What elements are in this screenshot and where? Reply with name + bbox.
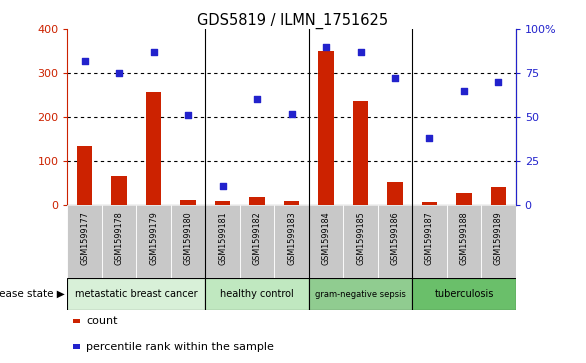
Text: GDS5819 / ILMN_1751625: GDS5819 / ILMN_1751625 <box>197 13 389 29</box>
Bar <box>456 193 472 205</box>
Bar <box>73 319 80 323</box>
Bar <box>309 205 343 278</box>
Bar <box>215 201 230 205</box>
Bar <box>171 205 205 278</box>
Text: GSM1599189: GSM1599189 <box>494 211 503 265</box>
Text: GSM1599178: GSM1599178 <box>115 211 124 265</box>
Bar <box>481 205 516 278</box>
Text: disease state ▶: disease state ▶ <box>0 289 64 299</box>
Bar <box>73 344 80 349</box>
Text: GSM1599187: GSM1599187 <box>425 211 434 265</box>
Point <box>80 58 89 64</box>
Text: healthy control: healthy control <box>220 289 294 299</box>
Bar <box>353 101 368 205</box>
Bar <box>146 91 161 205</box>
Bar <box>205 278 309 310</box>
Bar <box>240 205 274 278</box>
Bar <box>205 205 240 278</box>
Bar <box>412 205 447 278</box>
Point <box>356 49 365 55</box>
Bar <box>387 182 403 205</box>
Text: GSM1599181: GSM1599181 <box>218 211 227 265</box>
Text: GSM1599188: GSM1599188 <box>459 211 468 265</box>
Point <box>149 49 158 55</box>
Point <box>425 135 434 141</box>
Bar <box>318 51 334 205</box>
Bar <box>309 278 412 310</box>
Point <box>218 183 227 189</box>
Text: GSM1599185: GSM1599185 <box>356 211 365 265</box>
Text: GSM1599180: GSM1599180 <box>183 211 193 265</box>
Point <box>114 70 124 76</box>
Point <box>459 88 469 94</box>
Bar <box>343 205 378 278</box>
Bar <box>249 197 265 205</box>
Bar <box>284 201 299 205</box>
Point <box>494 79 503 85</box>
Point <box>390 76 400 81</box>
Bar <box>67 205 102 278</box>
Text: metastatic breast cancer: metastatic breast cancer <box>75 289 197 299</box>
Bar <box>422 201 437 205</box>
Point <box>287 111 296 117</box>
Bar <box>274 205 309 278</box>
Point <box>253 97 262 102</box>
Point <box>321 44 331 49</box>
Bar <box>77 146 93 205</box>
Text: gram-negative sepsis: gram-negative sepsis <box>315 290 406 298</box>
Text: GSM1599182: GSM1599182 <box>253 211 261 265</box>
Text: percentile rank within the sample: percentile rank within the sample <box>86 342 274 352</box>
Text: tuberculosis: tuberculosis <box>434 289 493 299</box>
Bar <box>137 205 171 278</box>
Point <box>183 113 193 118</box>
Bar <box>490 187 506 205</box>
Bar <box>412 278 516 310</box>
Bar <box>378 205 412 278</box>
Bar <box>102 205 137 278</box>
Text: GSM1599184: GSM1599184 <box>322 211 331 265</box>
Text: GSM1599186: GSM1599186 <box>390 211 400 265</box>
Bar <box>67 278 205 310</box>
Text: GSM1599179: GSM1599179 <box>149 211 158 265</box>
Text: GSM1599183: GSM1599183 <box>287 211 296 265</box>
Bar <box>447 205 481 278</box>
Text: count: count <box>86 316 118 326</box>
Text: GSM1599177: GSM1599177 <box>80 211 89 265</box>
Bar <box>180 200 196 205</box>
Bar <box>111 176 127 205</box>
